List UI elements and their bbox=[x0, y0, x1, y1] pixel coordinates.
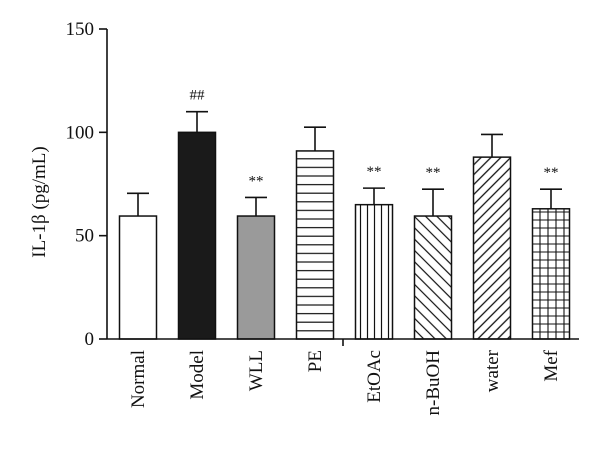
bar-n-buoh bbox=[413, 215, 453, 340]
x-tick-label-mef: Mef bbox=[541, 349, 562, 381]
annotation-model: ## bbox=[190, 88, 206, 104]
x-tick-label-wll: WLL bbox=[246, 350, 267, 391]
bars bbox=[118, 131, 571, 340]
bar-wll bbox=[236, 215, 276, 340]
bar-normal bbox=[118, 215, 158, 340]
x-tick-label-n-buoh: n-BuOH bbox=[423, 350, 444, 416]
annotation-mef: ** bbox=[544, 165, 559, 181]
y-axis-label: IL-1β (pg/mL) bbox=[29, 146, 50, 258]
error-bars bbox=[127, 110, 562, 217]
y-tick-label: 0 bbox=[85, 329, 95, 350]
annotation-wll: ** bbox=[249, 173, 264, 189]
bar-pe bbox=[295, 150, 335, 340]
annotation-etoac: ** bbox=[367, 164, 382, 180]
x-tick-label-etoac: EtOAc bbox=[364, 350, 385, 403]
annotation-n-buoh: ** bbox=[426, 165, 441, 181]
bar-water bbox=[472, 156, 512, 340]
x-tick-label-water: water bbox=[482, 349, 503, 392]
significance-annotations: ## ** ** ** ** bbox=[190, 88, 559, 190]
x-tick-label-pe: PE bbox=[305, 350, 326, 372]
bar-mef bbox=[531, 208, 571, 340]
bar-etoac bbox=[354, 203, 394, 340]
x-tick-label-model: Model bbox=[187, 350, 208, 400]
bar-model bbox=[177, 131, 217, 340]
y-tick-label: 150 bbox=[66, 19, 95, 40]
y-tick-label: 100 bbox=[66, 122, 95, 143]
y-axis: 0 50 100 150 bbox=[66, 19, 107, 350]
x-tick-label-normal: Normal bbox=[128, 350, 149, 408]
x-axis-labels: Normal Model WLL PE EtOAc n-BuOH water Mef bbox=[128, 349, 562, 415]
y-tick-label: 50 bbox=[75, 226, 94, 247]
